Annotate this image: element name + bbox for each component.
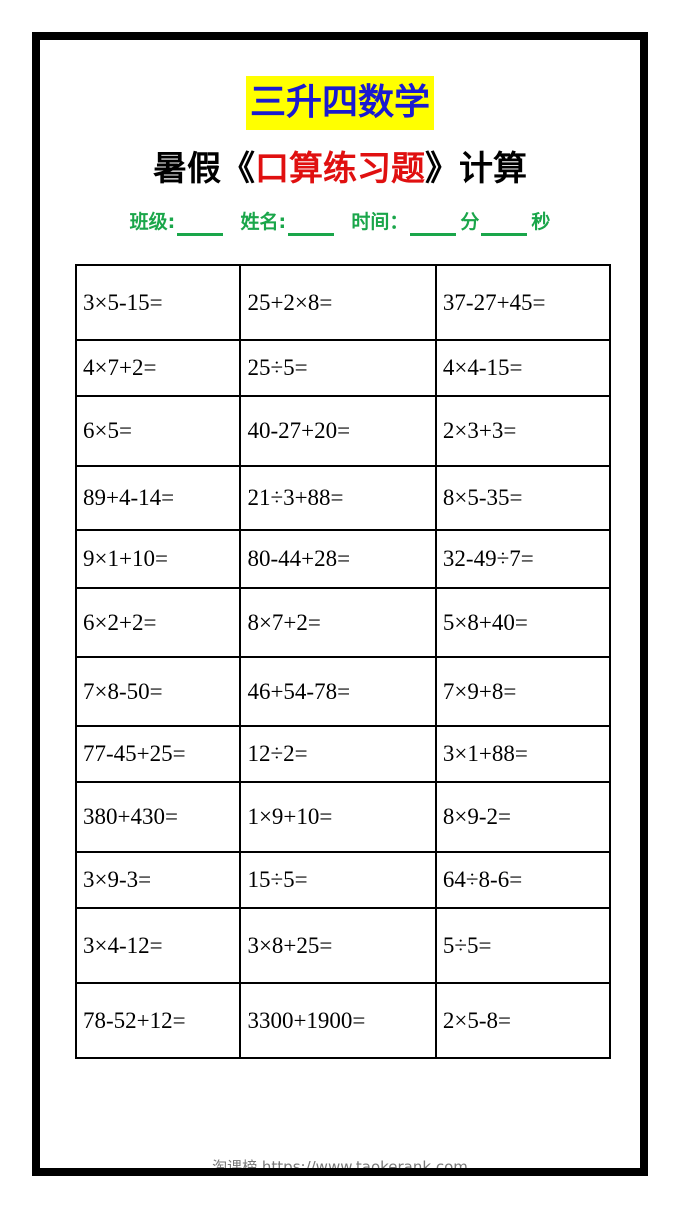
table-row: 6×2+2= 8×7+2= 5×8+40= <box>74 587 612 658</box>
class-blank <box>177 213 224 236</box>
table-row: 78-52+12= 3300+1900= 2×5-8= <box>74 982 612 1059</box>
problem-cell: 32-49÷7= <box>434 529 612 589</box>
table-row: 380+430= 1×9+10= 8×9-2= <box>74 781 612 853</box>
problem-cell: 3×9-3= <box>74 851 242 909</box>
problem-cell: 12÷2= <box>239 725 437 783</box>
problem-cell: 5÷5= <box>434 907 612 984</box>
problem-cell: 89+4-14= <box>74 465 242 531</box>
problem-cell: 7×9+8= <box>434 656 612 727</box>
problem-cell: 380+430= <box>74 781 242 853</box>
table-row: 89+4-14= 21÷3+88= 8×5-35= <box>74 465 612 531</box>
minute-label: 分 <box>460 211 480 233</box>
minute-blank <box>410 213 457 236</box>
problem-cell: 64÷8-6= <box>434 851 612 909</box>
table-row: 77-45+25= 12÷2= 3×1+88= <box>74 725 612 783</box>
problem-cell: 40-27+20= <box>239 395 437 467</box>
time-label: 时间： <box>351 211 409 233</box>
problem-cell: 37-27+45= <box>434 264 612 341</box>
problem-cell: 25+2×8= <box>239 264 437 341</box>
problem-cell: 2×3+3= <box>434 395 612 467</box>
problem-cell: 6×2+2= <box>74 587 242 658</box>
problem-cell: 2×5-8= <box>434 982 612 1059</box>
table-row: 3×5-15= 25+2×8= 37-27+45= <box>74 264 612 341</box>
problem-cell: 3×4-12= <box>74 907 242 984</box>
title-suffix: 》计算 <box>425 149 527 189</box>
problem-cell: 80-44+28= <box>239 529 437 589</box>
name-blank <box>288 213 335 236</box>
problem-cell: 4×7+2= <box>74 339 242 397</box>
problem-cell: 78-52+12= <box>74 982 242 1059</box>
page-border-bottom <box>32 1168 648 1176</box>
table-row: 3×9-3= 15÷5= 64÷8-6= <box>74 851 612 909</box>
problem-cell: 1×9+10= <box>239 781 437 853</box>
table-row: 3×4-12= 3×8+25= 5÷5= <box>74 907 612 984</box>
table-row: 6×5= 40-27+20= 2×3+3= <box>74 395 612 467</box>
problem-cell: 25÷5= <box>239 339 437 397</box>
student-info-line: 班级: 姓名: 时间： 分 秒 <box>0 208 680 236</box>
title-highlight: 口算练习题 <box>255 149 425 189</box>
table-row: 9×1+10= 80-44+28= 32-49÷7= <box>74 529 612 589</box>
title-prefix: 暑假《 <box>153 149 255 189</box>
problem-cell: 8×7+2= <box>239 587 437 658</box>
problem-cell: 3×1+88= <box>434 725 612 783</box>
problem-cell: 7×8-50= <box>74 656 242 727</box>
problem-cell: 3300+1900= <box>239 982 437 1059</box>
name-label: 姓名: <box>240 211 287 233</box>
worksheet-title: 暑假《口算练习题》计算 <box>0 145 680 193</box>
problem-cell: 4×4-15= <box>434 339 612 397</box>
problem-cell: 8×9-2= <box>434 781 612 853</box>
problem-cell: 3×8+25= <box>239 907 437 984</box>
problem-cell: 77-45+25= <box>74 725 242 783</box>
second-label: 秒 <box>531 211 551 233</box>
table-row: 4×7+2= 25÷5= 4×4-15= <box>74 339 612 397</box>
problems-table: 3×5-15= 25+2×8= 37-27+45= 4×7+2= 25÷5= 4×4-15… <box>74 264 612 1059</box>
second-blank <box>481 213 528 236</box>
problem-cell: 8×5-35= <box>434 465 612 531</box>
problem-cell: 9×1+10= <box>74 529 242 589</box>
class-label: 班级: <box>129 211 176 233</box>
problem-cell: 3×5-15= <box>74 264 242 341</box>
problem-cell: 5×8+40= <box>434 587 612 658</box>
problem-cell: 6×5= <box>74 395 242 467</box>
grade-title: 三升四数学 <box>246 76 434 130</box>
problem-cell: 21÷3+88= <box>239 465 437 531</box>
problem-cell: 15÷5= <box>239 851 437 909</box>
table-row: 7×8-50= 46+54-78= 7×9+8= <box>74 656 612 727</box>
problem-cell: 46+54-78= <box>239 656 437 727</box>
